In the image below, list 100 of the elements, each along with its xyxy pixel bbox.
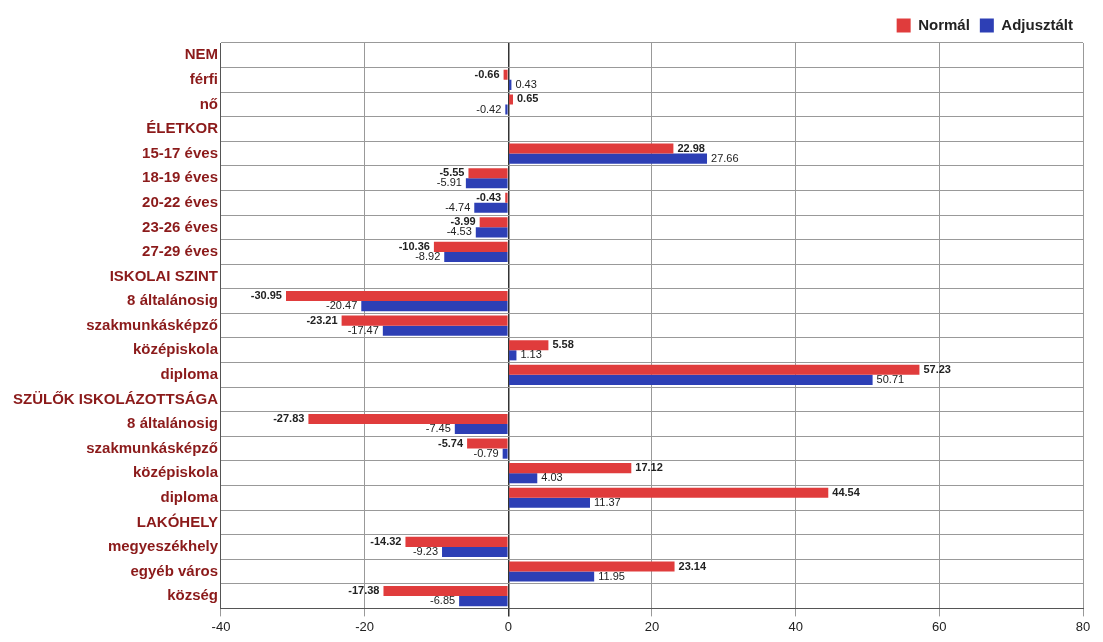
bar <box>465 178 508 189</box>
x-tick-label: 0 <box>504 618 512 634</box>
data-label: -3.99 <box>450 215 476 228</box>
data-label: 23.14 <box>678 559 707 572</box>
bar <box>475 227 508 238</box>
data-label: 1.13 <box>520 348 542 361</box>
data-label: 57.23 <box>923 362 951 375</box>
data-label: 11.95 <box>598 569 625 582</box>
bar <box>459 596 508 607</box>
bar <box>308 413 508 425</box>
y-tick-label: szakmunkásképző <box>86 438 218 456</box>
y-tick-label: LAKÓHELY <box>136 512 218 530</box>
bar <box>474 202 508 213</box>
y-tick-label: férfi <box>189 70 218 88</box>
data-label: -14.32 <box>370 534 402 547</box>
bar <box>509 153 708 164</box>
bar <box>509 473 538 484</box>
data-label: -27.83 <box>273 412 305 425</box>
y-tick-label: középiskola <box>132 463 219 481</box>
data-label: -30.95 <box>250 289 282 302</box>
bar <box>509 497 590 508</box>
bar <box>361 301 508 312</box>
y-tick-label: 20-22 éves <box>142 192 218 210</box>
bar <box>509 340 549 351</box>
bar <box>433 241 508 252</box>
y-tick-label: NEM <box>184 45 218 63</box>
bar <box>286 291 508 302</box>
bar <box>509 561 675 572</box>
data-label: -0.66 <box>474 67 500 80</box>
bar <box>467 438 508 449</box>
x-tick-label: 20 <box>644 618 660 634</box>
data-label: 17.12 <box>635 461 663 474</box>
bar <box>454 424 508 435</box>
bar <box>509 94 513 105</box>
bar <box>509 364 920 375</box>
y-tick-label: 23-26 éves <box>142 217 218 235</box>
data-label: 27.66 <box>711 151 739 164</box>
bar <box>405 536 508 547</box>
bar <box>509 374 873 385</box>
data-label: -5.55 <box>439 166 465 179</box>
y-tick-label: középiskola <box>132 340 219 358</box>
x-tick-label: -40 <box>211 618 231 634</box>
y-tick-label: SZÜLŐK ISKOLÁZOTTSÁGA <box>12 389 219 407</box>
y-tick-label: község <box>167 586 218 604</box>
data-label: -4.53 <box>446 225 472 238</box>
bar <box>509 463 632 474</box>
x-tick-label: -20 <box>355 618 375 634</box>
bar <box>502 448 508 459</box>
y-tick-label: ISKOLAI SZINT <box>109 266 218 284</box>
data-label: 4.03 <box>541 471 563 484</box>
data-label: 0.43 <box>515 77 537 90</box>
legend-label: Normál <box>918 15 970 33</box>
bar <box>468 168 508 179</box>
data-label: -4.74 <box>445 200 471 213</box>
y-tick-label: szakmunkásképző <box>86 315 218 333</box>
bar <box>382 325 508 336</box>
y-tick-label: 15-17 éves <box>142 143 218 161</box>
data-label: 11.37 <box>594 495 621 508</box>
bar <box>341 315 508 326</box>
data-label: 50.71 <box>876 372 905 385</box>
data-label: -5.74 <box>438 436 464 449</box>
data-label: 44.54 <box>832 485 861 498</box>
y-tick-label: ÉLETKOR <box>146 119 219 137</box>
data-label: -0.79 <box>473 446 499 459</box>
y-tick-label: egyéb város <box>130 561 218 579</box>
bar <box>444 251 508 263</box>
bar <box>509 571 595 582</box>
x-tick-label: 80 <box>1075 618 1091 634</box>
data-label: -17.47 <box>347 323 379 336</box>
bar <box>505 192 508 203</box>
bar <box>505 104 508 115</box>
data-label: -0.42 <box>476 102 502 115</box>
bar <box>479 217 508 228</box>
y-tick-label: diploma <box>160 365 219 383</box>
y-tick-label: nő <box>199 94 218 112</box>
data-label: -20.47 <box>326 299 358 312</box>
data-label: -8.92 <box>415 250 441 263</box>
data-label: -0.43 <box>476 190 502 203</box>
data-label: 22.98 <box>677 141 705 154</box>
bar <box>442 546 508 558</box>
data-label: -23.21 <box>306 313 338 326</box>
y-tick-label: megyeszékhely <box>107 537 219 555</box>
y-tick-label: 18-19 éves <box>142 168 218 186</box>
data-label: -7.45 <box>425 422 451 435</box>
data-label: -10.36 <box>398 239 430 252</box>
y-tick-label: 8 általánosig <box>127 291 218 309</box>
data-label: -17.38 <box>348 584 380 597</box>
bar <box>509 350 517 361</box>
data-label: 5.58 <box>552 338 574 351</box>
y-tick-label: 8 általánosig <box>127 414 218 432</box>
bar <box>383 586 508 597</box>
data-label: -5.91 <box>436 176 462 189</box>
y-tick-label: 27-29 éves <box>142 242 218 260</box>
x-tick-label: 60 <box>932 618 947 634</box>
bar <box>509 487 829 498</box>
data-label: -9.23 <box>412 545 439 558</box>
data-label: -6.85 <box>430 594 456 607</box>
y-tick-label: diploma <box>160 487 219 505</box>
bar <box>503 69 508 80</box>
bar <box>509 143 674 154</box>
